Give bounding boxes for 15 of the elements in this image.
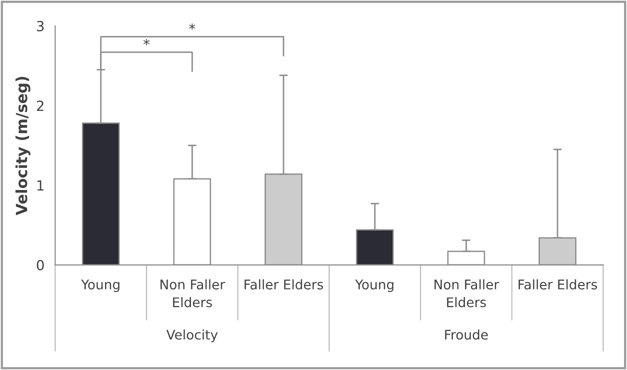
annotation: * <box>143 38 150 46</box>
x-tick-label: Non Faller Elders <box>434 279 500 308</box>
y-axis-title: Velocity (m/seg) <box>15 76 30 216</box>
y-tick-label: 3 <box>36 20 44 32</box>
x-tick-label: Young <box>355 280 394 292</box>
y-tick-label: 1 <box>37 180 44 191</box>
annotation: * <box>189 23 196 30</box>
x-tick-label: Faller Elders <box>244 279 324 290</box>
x-tick-label: Faller Elders <box>518 279 598 290</box>
text: Velocity <box>166 329 218 342</box>
x-tick-label: Young <box>81 280 120 292</box>
text: Froude <box>445 329 488 340</box>
x-tick-label: Non Faller Elders <box>160 279 226 308</box>
y-tick-label: 0 <box>36 260 44 270</box>
y-tick-label: 2 <box>36 100 44 111</box>
